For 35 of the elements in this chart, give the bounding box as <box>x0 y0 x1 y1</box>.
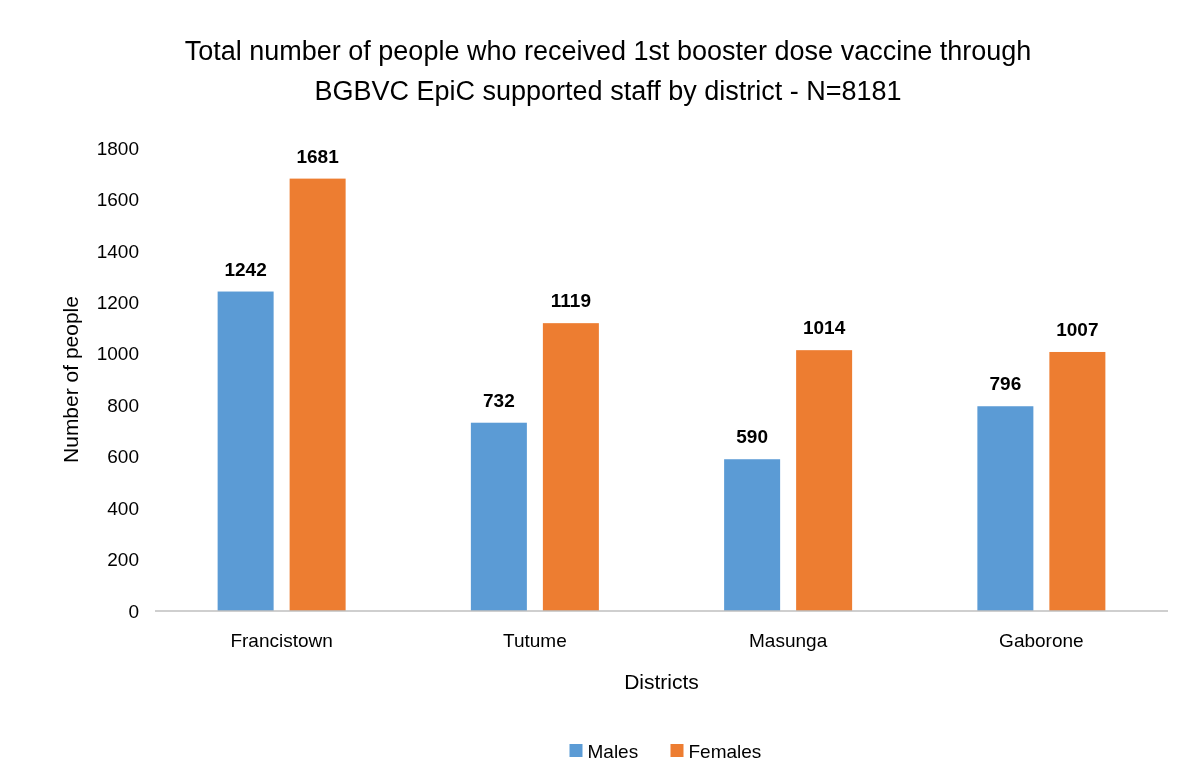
bar <box>542 323 599 611</box>
x-tick-label: Masunga <box>749 630 828 651</box>
bar <box>724 459 781 611</box>
y-tick-label: 600 <box>107 446 139 468</box>
bar <box>470 422 527 611</box>
bar <box>796 350 853 611</box>
y-tick-label: 400 <box>107 497 139 519</box>
data-label: 1681 <box>296 145 340 167</box>
y-axis-title: Number of people <box>59 296 82 463</box>
y-tick-label: 800 <box>107 394 139 416</box>
data-label: 796 <box>989 373 1022 395</box>
x-tick-label: Francistown <box>230 630 333 651</box>
bar <box>1049 351 1106 611</box>
data-label: 1014 <box>802 317 846 339</box>
x-tick-label: Tutume <box>503 630 567 651</box>
y-tick-label: 1800 <box>96 137 139 159</box>
data-label: 732 <box>483 389 515 411</box>
data-label: 1119 <box>550 290 591 312</box>
bar <box>217 291 274 611</box>
y-tick-label: 0 <box>128 600 139 622</box>
legend-label: Males <box>587 740 639 762</box>
x-axis-title: Districts <box>624 670 699 693</box>
y-tick-label: 1200 <box>96 291 139 313</box>
chart-title: Total number of people who received 1st booster dose vaccine through BGBVC EpiC supported staff by district - N=8181 <box>184 36 1032 106</box>
bar <box>289 178 346 611</box>
data-label: 590 <box>736 426 768 448</box>
x-tick-label: Gaborone <box>999 630 1084 651</box>
bar <box>977 406 1034 611</box>
y-tick-label: 200 <box>107 549 139 571</box>
y-tick-label: 1600 <box>96 189 139 211</box>
y-tick-label: 1000 <box>96 343 139 365</box>
data-label: 1242 <box>224 258 267 280</box>
data-label: 1007 <box>1056 318 1099 340</box>
y-tick-label: 1400 <box>96 240 139 262</box>
legend-label: Females <box>688 740 762 762</box>
